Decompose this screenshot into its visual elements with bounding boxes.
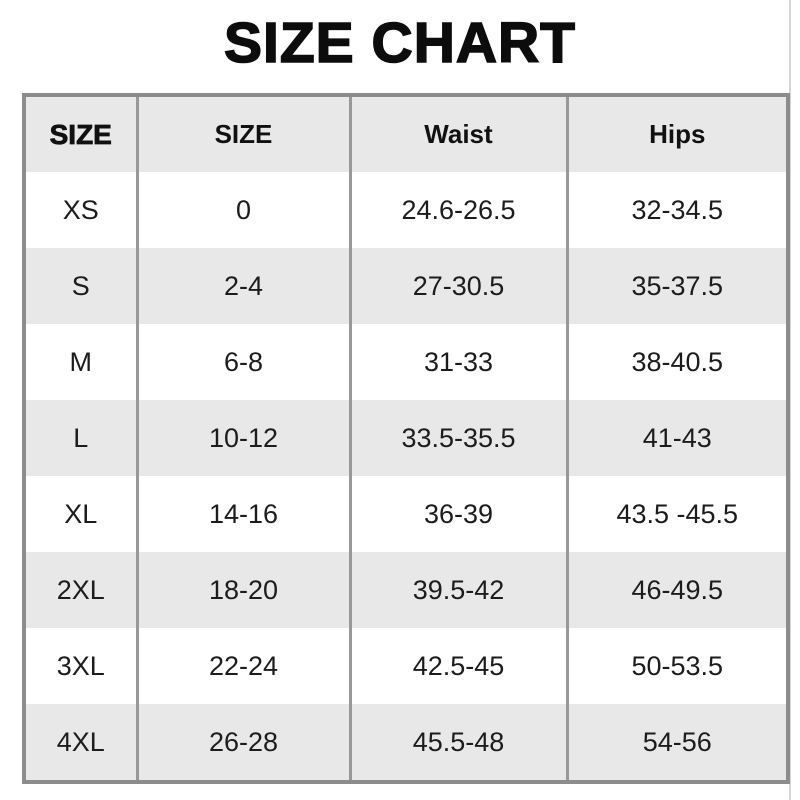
cell-size: XL xyxy=(64,498,98,529)
cell-size: L xyxy=(73,422,89,453)
cell-hips: 50-53.5 xyxy=(565,628,788,704)
cell-size_number: 2-4 xyxy=(135,248,350,324)
cell-size_number: 10-12 xyxy=(135,400,350,476)
cell-waist: 39.5-42 xyxy=(348,552,567,628)
table-row: 4XL 26-28 45.5-48 54-56 xyxy=(24,704,788,782)
cell-hips: 41-43 xyxy=(565,400,788,476)
table-body: XS 0 24.6-26.5 32-34.5 S 2-4 27-30.5 35-37.5 M 6-… xyxy=(24,172,788,782)
page-title: SIZE CHART xyxy=(223,11,576,75)
cell-size_number: 6-8 xyxy=(135,324,350,400)
header-size-number-label: SIZE xyxy=(135,95,350,172)
table-row: M 6-8 31-33 38-40.5 xyxy=(24,324,788,400)
header-hips-label: Hips xyxy=(565,95,788,172)
table-row: S 2-4 27-30.5 35-37.5 xyxy=(24,248,788,324)
header-size-label: SIZE xyxy=(24,95,137,172)
header-waist-label: Waist xyxy=(348,95,567,172)
table-row: 3XL 22-24 42.5-45 50-53.5 xyxy=(24,628,788,704)
table-row: XS 0 24.6-26.5 32-34.5 xyxy=(24,172,788,248)
cell-waist: 27-30.5 xyxy=(348,248,567,324)
cell-hips: 46-49.5 xyxy=(565,552,788,628)
header-row: SIZE SIZE Waist Hips xyxy=(24,95,788,172)
cell-waist: 45.5-48 xyxy=(348,704,567,782)
cell-size: M xyxy=(69,346,93,377)
size-chart-table: SIZE SIZE Waist Hips XS 0 24.6-26.5 32-34.5… xyxy=(22,93,790,784)
table-row: L 10-12 33.5-35.5 41-43 xyxy=(24,400,788,476)
table-row: XL 14-16 36-39 43.5 -45.5 xyxy=(24,476,788,552)
cell-waist: 31-33 xyxy=(348,324,567,400)
cell-size_number: 14-16 xyxy=(135,476,350,552)
cell-waist: 33.5-35.5 xyxy=(348,400,567,476)
cell-size: 3XL xyxy=(56,650,105,681)
cell-hips: 38-40.5 xyxy=(565,324,788,400)
table-row: 2XL 18-20 39.5-42 46-49.5 xyxy=(24,552,788,628)
cell-size: XS xyxy=(62,194,99,225)
right-edge-line xyxy=(789,0,791,800)
cell-waist: 36-39 xyxy=(348,476,567,552)
cell-size: 4XL xyxy=(56,726,105,757)
cell-size_number: 18-20 xyxy=(135,552,350,628)
cell-hips: 32-34.5 xyxy=(565,172,788,248)
cell-size_number: 26-28 xyxy=(135,704,350,782)
cell-hips: 35-37.5 xyxy=(565,248,788,324)
cell-size_number: 0 xyxy=(135,172,350,248)
cell-waist: 24.6-26.5 xyxy=(348,172,567,248)
cell-hips: 43.5 -45.5 xyxy=(565,476,788,552)
cell-waist: 42.5-45 xyxy=(348,628,567,704)
cell-size: S xyxy=(71,270,90,301)
cell-size: 2XL xyxy=(56,574,105,605)
cell-size_number: 22-24 xyxy=(135,628,350,704)
cell-hips: 54-56 xyxy=(565,704,788,782)
